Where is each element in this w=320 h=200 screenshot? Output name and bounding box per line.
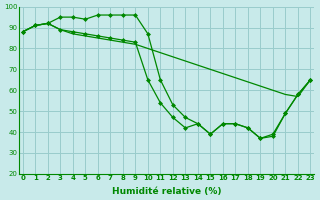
X-axis label: Humidité relative (%): Humidité relative (%) (112, 187, 221, 196)
